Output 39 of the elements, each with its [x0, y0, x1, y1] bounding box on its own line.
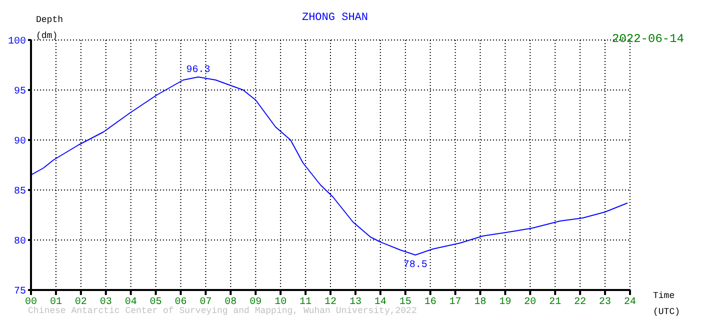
x-tick-label: 11	[300, 297, 312, 308]
x-tick-label: 03	[100, 297, 112, 308]
y-tick-label: 80	[14, 236, 26, 248]
x-tick-label: 21	[549, 297, 562, 308]
x-tick-label: 00	[24, 297, 38, 308]
x-tick-label: 20	[524, 297, 536, 308]
x-tick-label: 13	[349, 297, 362, 308]
x-tick-label: 01	[50, 297, 62, 308]
x-tick-label: 07	[200, 297, 212, 308]
y-tick-label: 85	[14, 186, 26, 198]
x-tick-label: 10	[274, 297, 287, 308]
x-tick-label: 19	[499, 297, 512, 308]
x-tick-label: 06	[174, 297, 187, 308]
x-tick-label: 14	[374, 297, 386, 308]
x-axis-title: Time (UTC)	[653, 290, 682, 319]
annotation: 78.5	[403, 260, 428, 272]
line-series	[31, 76, 628, 256]
y-tick-label: 100	[8, 36, 26, 48]
x-tick-label: 22	[574, 297, 586, 308]
x-tick-label: 24	[624, 297, 636, 308]
y-axis-title: Depth (dm)	[36, 14, 64, 43]
x-tick-label: 04	[124, 297, 137, 308]
x-tick-label: 15	[399, 297, 412, 308]
x-tick-label: 02	[74, 297, 87, 308]
x-tick-label: 09	[250, 297, 262, 308]
x-tick-label: 17	[449, 297, 462, 308]
x-tick-label: 18	[474, 297, 486, 308]
x-tick-label: 05	[150, 297, 162, 308]
x-tick-label: 12	[324, 297, 337, 308]
annotation: 96.3	[186, 65, 210, 76]
x-tick-label: 16	[424, 297, 436, 308]
y-tick-label: 90	[14, 136, 26, 148]
x-tick-label: 23	[599, 297, 612, 308]
x-tick-label: 08	[224, 297, 237, 308]
text: Chinese Antarctic Center of Surveying and Mapping, Wuhan University,2022	[28, 306, 417, 316]
annotation: 2022-06-14	[612, 32, 684, 46]
chart-title: ZHONG SHAN	[302, 12, 368, 24]
y-tick-label: 75	[14, 286, 26, 298]
y-tick-label: 95	[14, 86, 26, 98]
